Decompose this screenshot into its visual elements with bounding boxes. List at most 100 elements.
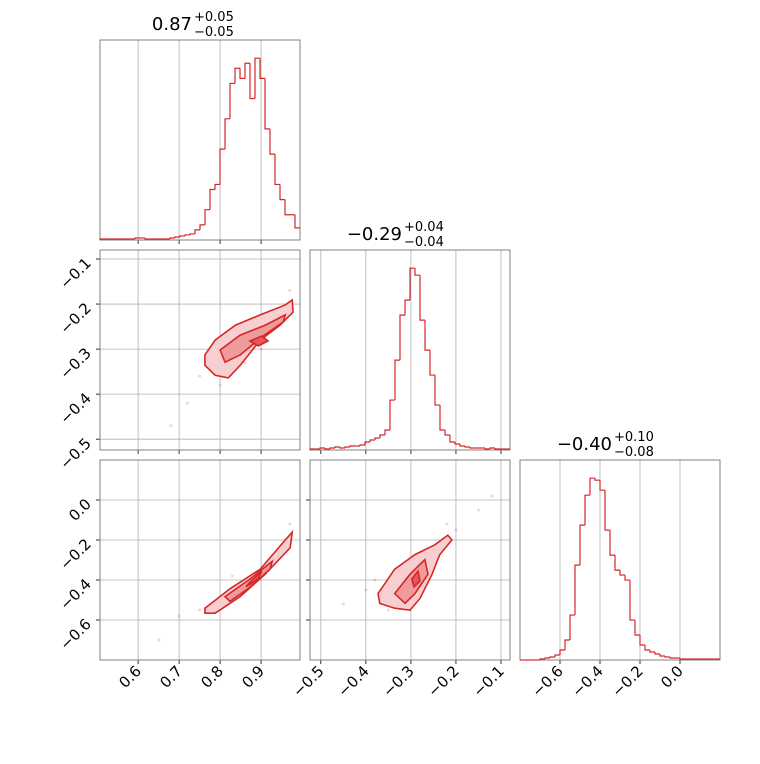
x-tick-label: 0.7: [156, 662, 186, 692]
sample-point: [177, 614, 181, 618]
x-tick-label: −0.2: [608, 662, 646, 700]
contour: [393, 558, 429, 605]
panel-title: −0.40: [557, 434, 612, 455]
histogram-step: [454, 442, 460, 445]
histogram-step: [569, 614, 575, 641]
histogram-step: [179, 235, 185, 237]
x-tick-label: −0.4: [334, 662, 372, 700]
title-upper: +0.05: [194, 10, 234, 25]
histogram-step: [409, 267, 415, 301]
histogram-step: [469, 447, 475, 449]
panel-title: −0.29: [347, 224, 402, 245]
histogram-step: [484, 448, 490, 450]
histogram-step: [364, 441, 370, 446]
histogram-step: [634, 620, 640, 636]
title-lower: −0.08: [614, 445, 654, 460]
histogram-step: [464, 446, 470, 448]
y-tick-label: −0.2: [56, 535, 94, 573]
sample-point: [198, 608, 202, 612]
sample-point: [476, 508, 480, 512]
sample-point: [288, 522, 292, 526]
histogram-step: [594, 478, 600, 481]
histogram-step: [229, 82, 235, 119]
histogram-step: [359, 444, 365, 447]
histogram-step: [329, 447, 335, 450]
histogram-step: [204, 209, 210, 225]
histogram-step: [244, 62, 250, 79]
histogram-step: [319, 447, 325, 450]
sample-point: [373, 578, 377, 582]
title-lower: −0.04: [404, 235, 444, 250]
histogram-step: [309, 448, 315, 450]
histogram-step: [349, 445, 355, 448]
histogram-step: [609, 530, 615, 556]
title-lower: −0.05: [194, 25, 234, 40]
histogram-step: [549, 656, 555, 659]
histogram-step: [184, 234, 190, 236]
y-tick-label: −0.5: [56, 434, 94, 472]
histogram-step: [224, 118, 230, 150]
x-tick-label: 0.8: [197, 662, 227, 692]
histogram-step: [254, 57, 260, 99]
histogram-step: [614, 555, 620, 571]
histogram-step: [419, 275, 425, 321]
histogram-step: [399, 314, 405, 361]
x-tick-label: −0.3: [379, 662, 417, 700]
histogram-step: [99, 238, 105, 240]
histogram-step: [564, 639, 570, 651]
histogram-step: [654, 652, 660, 655]
histogram-step: [249, 63, 255, 100]
histogram-step: [444, 430, 450, 436]
histogram-step: [539, 658, 545, 660]
sample-point: [490, 494, 494, 498]
histogram-step: [209, 188, 215, 210]
histogram-step: [599, 480, 605, 491]
histogram-step: [584, 494, 590, 526]
histogram-step: [214, 183, 220, 190]
histogram-step: [434, 375, 440, 406]
histogram-step: [379, 434, 385, 439]
x-tick-label: −0.6: [528, 662, 566, 700]
histogram-step: [414, 268, 420, 276]
sample-point: [198, 374, 202, 378]
histogram-step: [544, 657, 550, 660]
histogram-step: [344, 446, 350, 449]
histogram-step: [274, 154, 280, 186]
x-tick-label: 0.0: [657, 662, 687, 692]
histogram-step: [259, 58, 265, 79]
histogram-step: [559, 649, 565, 656]
histogram-step: [334, 446, 340, 449]
histogram-step: [619, 570, 625, 576]
histogram-step: [649, 650, 655, 653]
title-upper: +0.10: [614, 430, 654, 445]
histogram-step: [639, 635, 645, 646]
histogram-step: [279, 184, 285, 201]
panel-frame: [99, 249, 301, 451]
y-tick-label: −0.4: [56, 575, 94, 613]
sample-point: [185, 401, 189, 405]
histogram-step: [144, 237, 150, 240]
histogram-step: [194, 229, 200, 234]
histogram-step: [284, 199, 290, 216]
panel-frame: [519, 459, 721, 661]
sample-point: [157, 638, 161, 642]
panel-frame: [309, 249, 511, 451]
y-tick-label: −0.2: [56, 299, 94, 337]
histogram-step: [489, 447, 495, 450]
histogram-step: [134, 237, 140, 239]
histogram-step: [659, 654, 665, 657]
sample-point: [288, 289, 292, 293]
y-tick-label: −0.4: [56, 389, 94, 427]
panel-title: 0.87: [152, 14, 192, 35]
histogram-step: [404, 299, 410, 316]
y-tick-label: −0.1: [56, 254, 94, 292]
histogram-step: [679, 658, 685, 660]
y-tick-label: −0.6: [56, 615, 94, 653]
histogram-step: [264, 78, 270, 130]
histogram-step: [234, 67, 240, 84]
histogram-step: [339, 447, 345, 449]
sample-point: [445, 522, 449, 526]
sample-point: [169, 424, 173, 428]
contour: [219, 313, 287, 364]
histogram-step: [384, 429, 390, 436]
